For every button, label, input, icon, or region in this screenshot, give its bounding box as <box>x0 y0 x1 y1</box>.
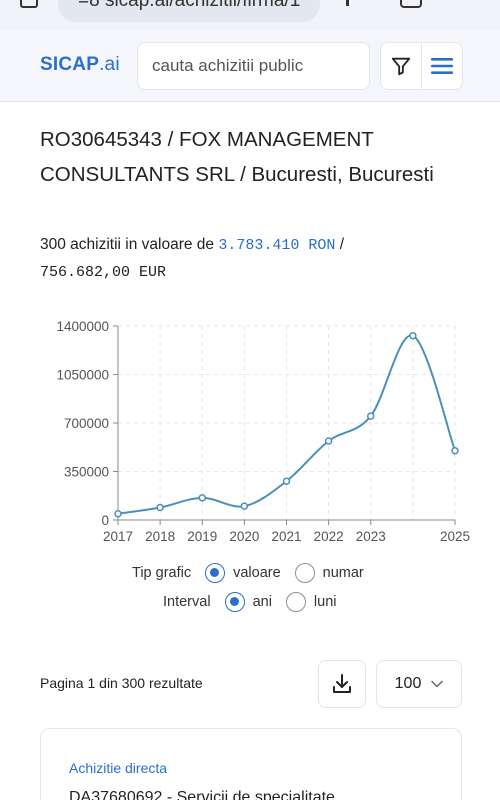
y-tick-label: 1400000 <box>56 319 109 334</box>
site-header: SICAP.ai <box>0 30 500 102</box>
download-button[interactable] <box>318 660 366 708</box>
x-tick-label: 2021 <box>271 529 301 544</box>
logo-text: SICAP <box>40 54 100 75</box>
address-bar[interactable] <box>58 0 320 22</box>
address-bar-url[interactable]: =8 sicap.ai/achizitii/firma/1 <box>78 0 301 11</box>
x-tick-label: 2020 <box>229 529 259 544</box>
result-type: Achizitie directa <box>69 760 168 776</box>
result-card[interactable]: Achizitie directa DA37680692 - Servicii … <box>40 728 462 800</box>
menu-button[interactable] <box>421 42 463 90</box>
data-point <box>324 437 333 445</box>
pagination-info: Pagina 1 din 300 rezultate <box>40 675 203 691</box>
x-tick-label: 2017 <box>103 529 133 544</box>
tabs-icon[interactable] <box>20 0 38 8</box>
x-tick-label: 2022 <box>314 529 344 544</box>
radio-ani-label[interactable]: ani <box>252 594 272 610</box>
result-title[interactable]: DA37680692 - Servicii de specialitate <box>69 789 335 800</box>
chart-type-label: Tip grafic <box>132 565 192 581</box>
radio-valoare[interactable] <box>205 563 226 583</box>
y-tick-label: 0 <box>101 513 109 528</box>
download-icon <box>333 674 351 693</box>
page-size-value: 100 <box>394 675 422 692</box>
value-ron[interactable]: 3.783.410 RON <box>218 237 336 254</box>
value-eur: 756.682,00 EUR <box>40 264 167 281</box>
page-size-select[interactable]: 100 <box>376 660 462 708</box>
radio-luni[interactable] <box>285 592 306 612</box>
interval-control: Interval ani luni <box>163 590 343 614</box>
data-point <box>240 502 249 510</box>
data-point <box>367 412 375 420</box>
logo-suffix: .ai <box>99 54 120 75</box>
tab-count-icon[interactable] <box>400 0 422 8</box>
data-point <box>114 510 122 518</box>
procurement-summary: 300 achizitii in valoare de 3.783.410 RO… <box>40 232 470 286</box>
search-input[interactable] <box>137 42 370 90</box>
data-point <box>282 477 291 485</box>
y-tick-label: 1050000 <box>56 368 109 383</box>
x-tick-label: 2019 <box>187 529 217 544</box>
interval-label: Interval <box>163 594 211 610</box>
radio-numar-label[interactable]: numar <box>322 565 364 581</box>
data-point <box>409 331 417 340</box>
site-logo[interactable]: SICAP.ai <box>40 54 120 76</box>
radio-valoare-label[interactable]: valoare <box>233 565 281 581</box>
x-tick-label: 2018 <box>145 529 175 544</box>
line-chart: 0 350000 700000 1050000 1400000 2017 2018 2019 2… <box>56 319 470 544</box>
hamburger-menu-icon <box>431 58 453 74</box>
x-tick-label: 2025 <box>440 529 470 544</box>
filter-button[interactable] <box>380 42 422 90</box>
radio-luni-label[interactable]: luni <box>313 594 337 610</box>
y-tick-label: 350000 <box>64 465 109 480</box>
data-point <box>156 503 164 512</box>
page-title: RO30645343 / FOX MANAGEMENT CONSULTANTS … <box>40 128 434 186</box>
radio-ani[interactable] <box>224 592 245 612</box>
x-tick-label: 2023 <box>356 529 386 544</box>
data-point <box>451 446 459 455</box>
browser-toolbar: =8 sicap.ai/achizitii/firma/1 <box>0 0 500 30</box>
data-point <box>198 494 206 502</box>
chart-type-control: Tip grafic valoare numar <box>132 561 370 585</box>
radio-numar[interactable] <box>294 563 315 583</box>
summary-separator: / <box>339 236 345 253</box>
share-icon[interactable] <box>346 0 349 6</box>
summary-prefix: 300 achizitii in valoare de <box>40 236 215 253</box>
procurement-chart: 0 350000 700000 1050000 1400000 2017 2018 2019 2… <box>0 310 500 550</box>
y-tick-label: 700000 <box>64 416 109 431</box>
filter-icon <box>391 57 411 76</box>
chevron-down-icon <box>431 680 444 688</box>
